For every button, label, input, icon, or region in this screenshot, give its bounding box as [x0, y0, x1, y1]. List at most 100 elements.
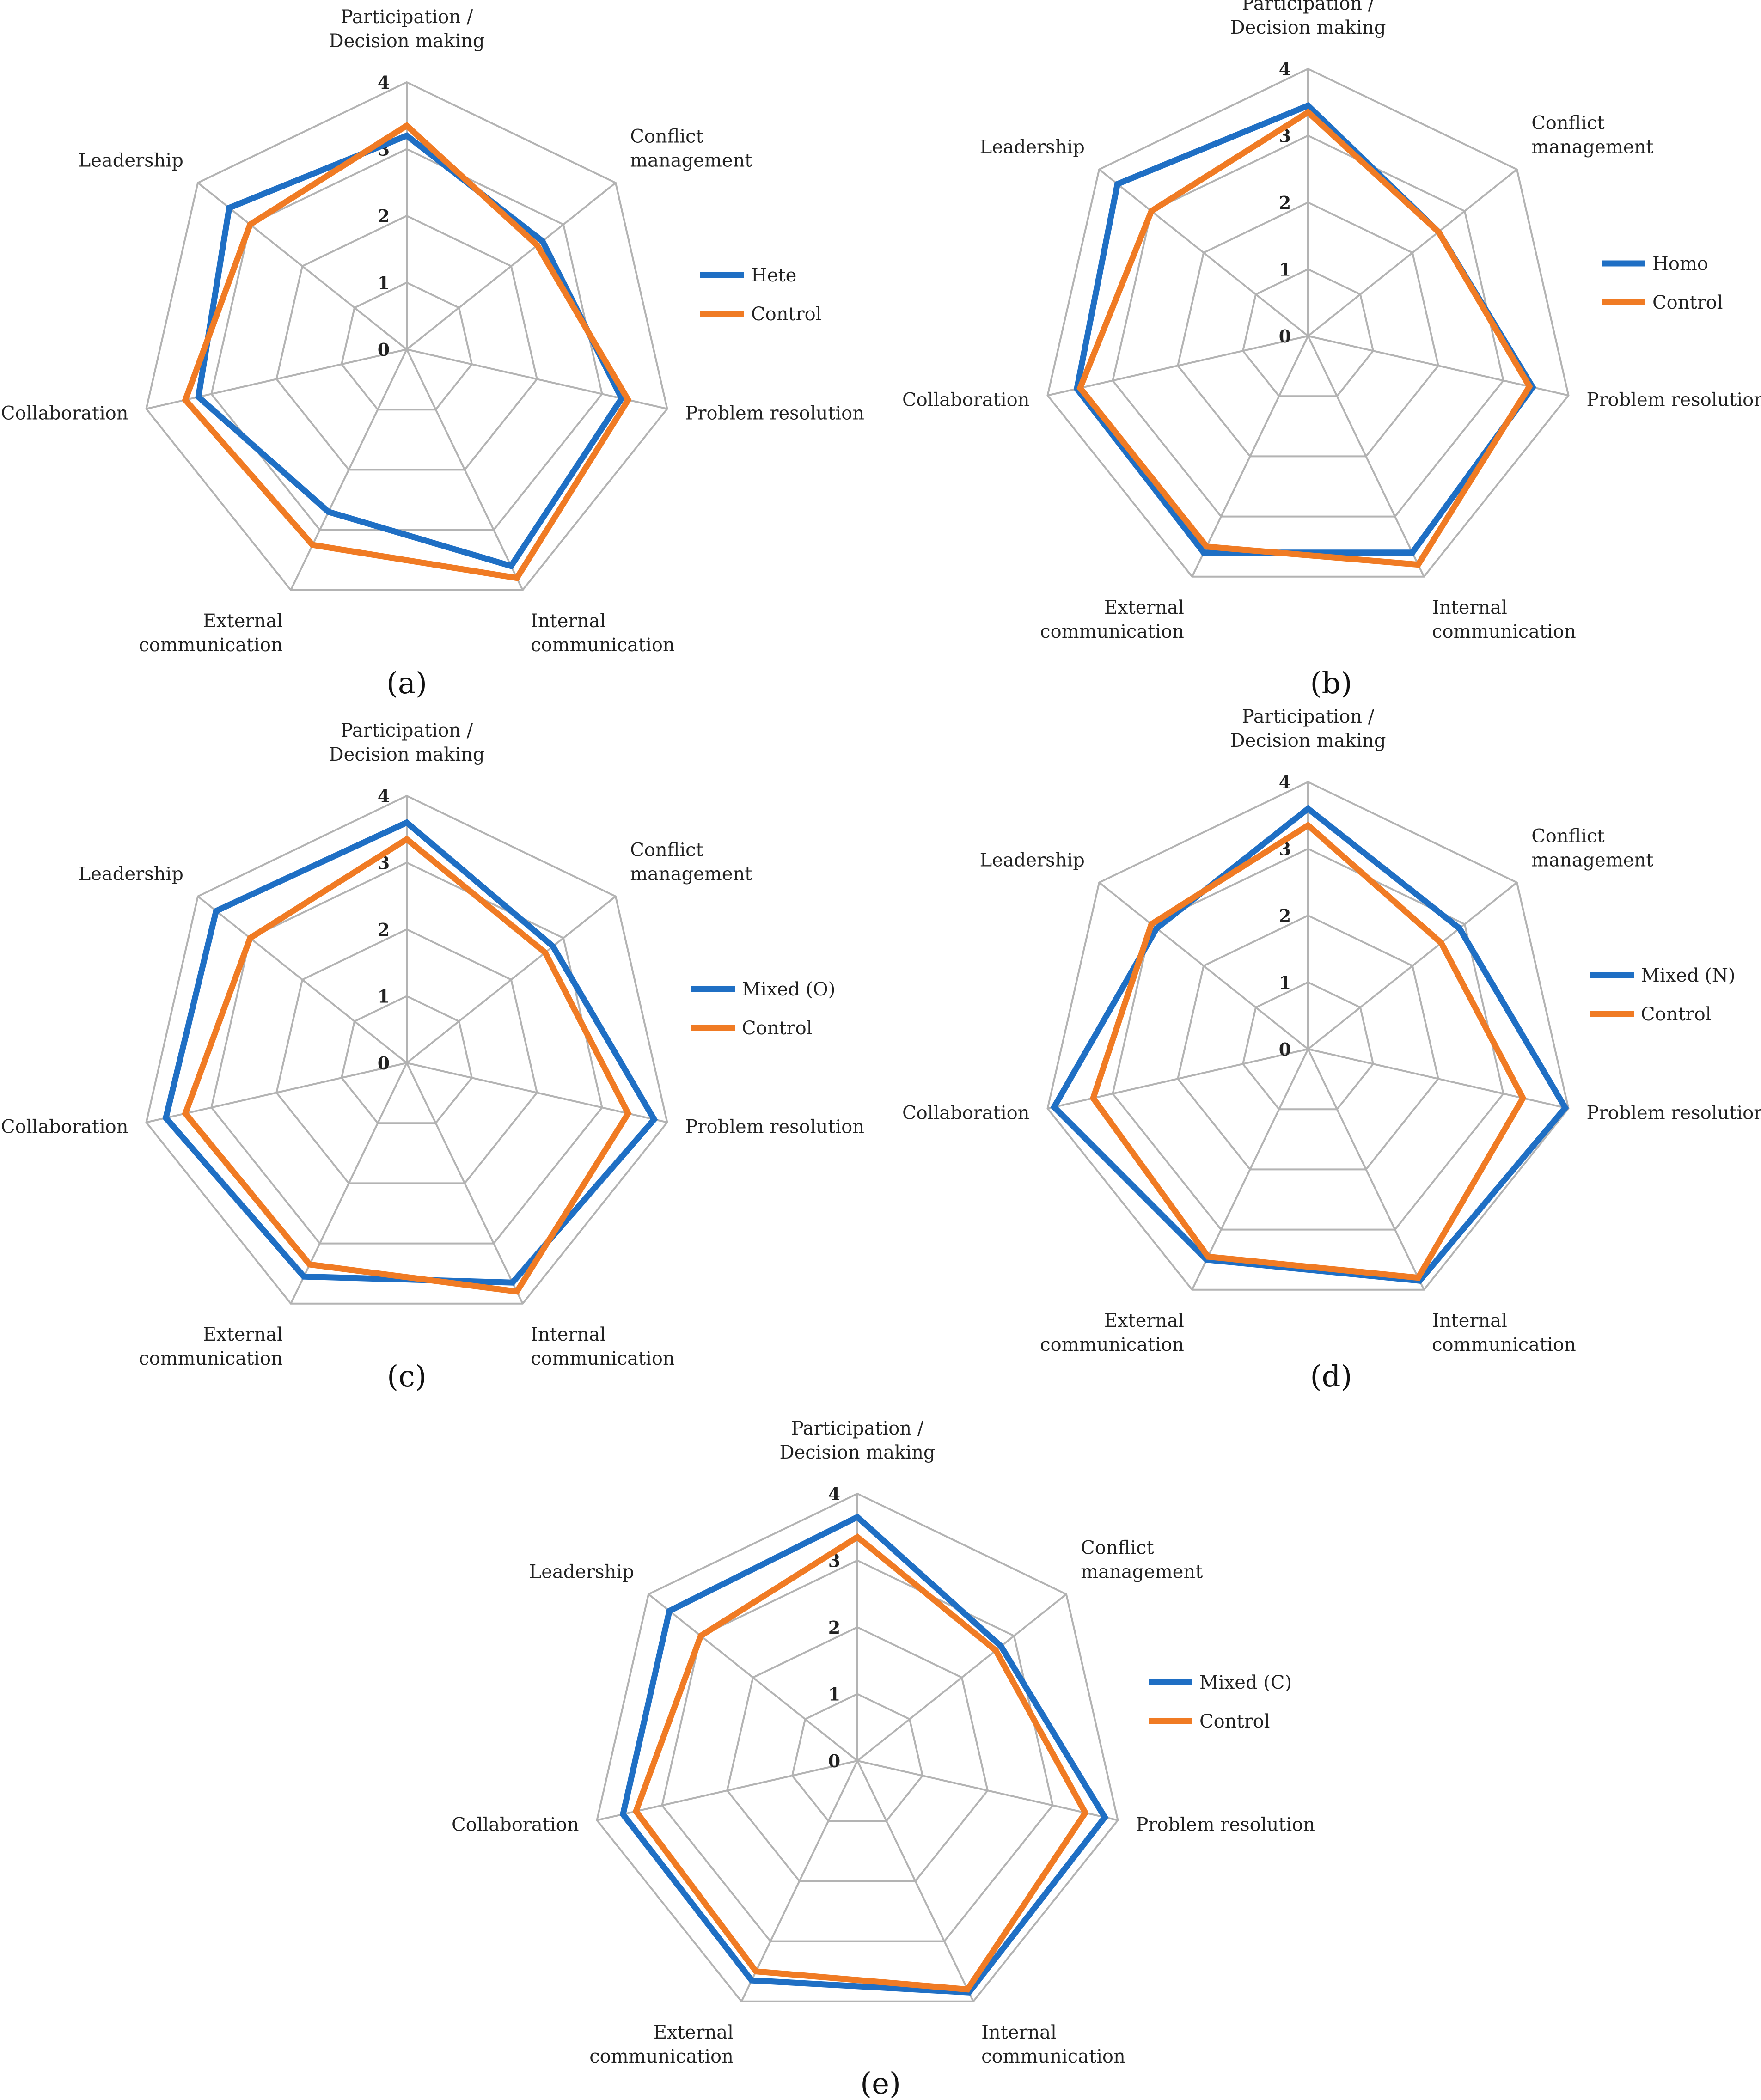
category-label: Internal communication — [1432, 1310, 1576, 1355]
category-label: External communication — [589, 2022, 734, 2067]
category-label: Internal communication — [981, 2022, 1125, 2067]
grid-spoke — [1191, 336, 1309, 577]
grid-spoke — [406, 896, 617, 1064]
panel-label: (d) — [1310, 1360, 1352, 1394]
grid-spoke — [856, 1760, 974, 2002]
legend-label: Hete — [751, 265, 796, 286]
grid-spoke — [406, 349, 524, 591]
grid-spoke — [406, 182, 617, 350]
grid-ring — [1241, 981, 1375, 1111]
tick-label: 4 — [828, 1483, 840, 1504]
grid-ring — [661, 1559, 1054, 1942]
panel-label: (b) — [1310, 666, 1352, 701]
grid-spoke — [1098, 169, 1309, 337]
tick-label: 1 — [378, 986, 390, 1007]
tick-label: 1 — [828, 1684, 840, 1705]
tick-label: 1 — [378, 273, 390, 293]
category-label: Internal communication — [531, 1324, 675, 1369]
category-label: Collaboration — [902, 390, 1030, 411]
category-label: Collaboration — [452, 1814, 579, 1836]
category-label: Problem resolution — [685, 403, 865, 424]
category-label: Collaboration — [1, 403, 128, 424]
legend-label: Control — [1199, 1711, 1270, 1732]
category-label: Conflict management — [630, 126, 752, 171]
tick-label: 4 — [1279, 59, 1291, 79]
legend-label: Homo — [1652, 253, 1708, 275]
grid-spoke — [406, 1062, 524, 1304]
grid-ring — [1177, 914, 1439, 1171]
grid-spoke — [648, 1593, 858, 1762]
tick-label: 1 — [1279, 972, 1291, 993]
grid-spoke — [146, 348, 407, 410]
grid-spoke — [146, 1062, 407, 1123]
category-label: Leadership — [980, 850, 1085, 871]
legend-label: Mixed (O) — [742, 979, 835, 1000]
grid-spoke — [856, 1593, 1067, 1762]
grid-spoke — [290, 349, 408, 591]
grid-spoke — [406, 1062, 667, 1123]
grid-spoke — [740, 1760, 858, 2002]
category-label: Collaboration — [1, 1117, 128, 1138]
category-label: Problem resolution — [685, 1117, 865, 1138]
grid-ring — [210, 148, 603, 531]
category-label: Problem resolution — [1136, 1814, 1315, 1836]
series-line — [195, 132, 625, 570]
grid-spoke — [1191, 1049, 1309, 1290]
series-line — [1089, 821, 1527, 1281]
tick-label: 2 — [1279, 192, 1291, 213]
grid-ring — [340, 995, 473, 1124]
tick-label: 2 — [378, 919, 390, 940]
tick-label: 4 — [378, 72, 390, 93]
series-line — [619, 1513, 1109, 1996]
tick-label: 4 — [378, 786, 390, 806]
category-label: Internal communication — [531, 610, 675, 656]
category-label: External communication — [139, 1324, 283, 1369]
grid-spoke — [197, 182, 408, 350]
tick-label: 1 — [1279, 259, 1291, 280]
category-label: Conflict management — [1531, 113, 1653, 158]
grid-spoke — [1307, 169, 1518, 337]
tick-label: 2 — [828, 1617, 840, 1638]
tick-label: 4 — [1279, 772, 1291, 793]
category-label: Conflict management — [1531, 826, 1653, 871]
series-line — [182, 835, 632, 1295]
grid-ring — [275, 214, 538, 471]
category-label: External communication — [1040, 1310, 1184, 1355]
category-label: Conflict management — [1081, 1538, 1203, 1583]
legend-label: Control — [751, 304, 822, 325]
panel-label: (e) — [860, 2067, 901, 2100]
tick-label: 2 — [378, 206, 390, 226]
grid-ring — [340, 281, 473, 411]
category-label: Participation / Decision making — [1230, 0, 1386, 38]
category-label: Participation / Decision making — [1230, 706, 1386, 751]
panel-label: (c) — [387, 1360, 427, 1394]
grid-spoke — [1047, 335, 1309, 397]
category-label: Problem resolution — [1587, 1103, 1761, 1124]
legend-label: Control — [742, 1018, 813, 1039]
grid-spoke — [857, 1760, 1118, 1821]
category-label: Leadership — [980, 137, 1085, 158]
grid-ring — [1177, 201, 1439, 458]
grid-ring — [1046, 781, 1570, 1291]
grid-ring — [791, 1693, 924, 1822]
category-label: Conflict management — [630, 840, 752, 885]
tick-label: 0 — [378, 339, 390, 360]
grid-ring — [1046, 67, 1570, 578]
grid-spoke — [1098, 882, 1309, 1050]
category-label: Collaboration — [902, 1103, 1030, 1124]
grid-ring — [1241, 268, 1375, 397]
grid-ring — [726, 1626, 989, 1882]
panel-label: (a) — [386, 666, 427, 701]
grid-ring — [145, 81, 668, 591]
category-label: Leadership — [79, 864, 183, 885]
category-label: External communication — [139, 610, 283, 656]
grid-spoke — [1047, 1048, 1309, 1110]
category-label: Leadership — [79, 150, 183, 171]
grid-ring — [1112, 134, 1504, 518]
tick-label: 0 — [378, 1053, 390, 1074]
